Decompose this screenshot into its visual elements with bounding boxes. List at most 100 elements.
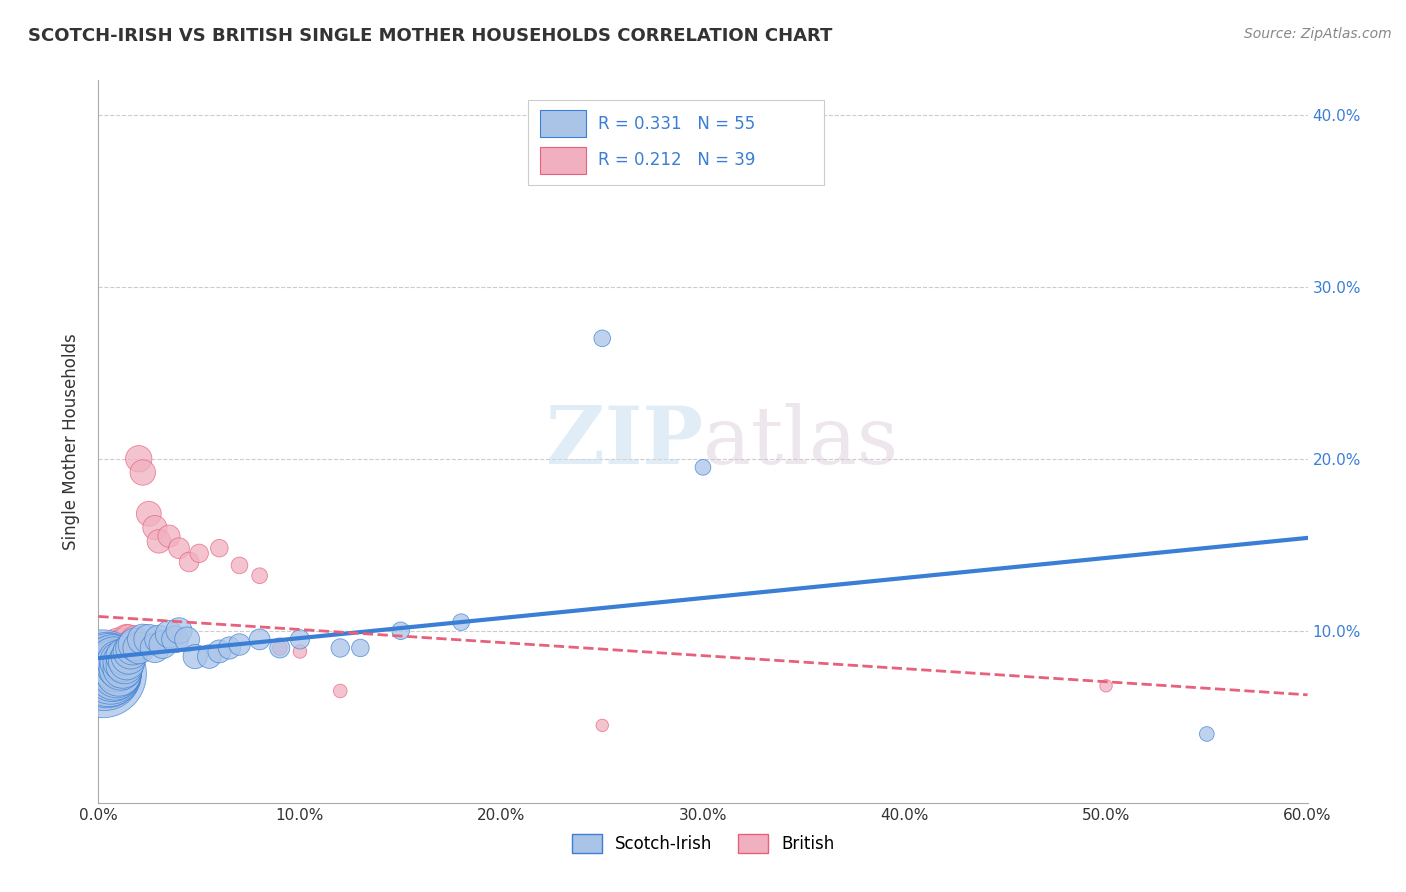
Point xyxy=(107,666,129,681)
Point xyxy=(208,541,231,556)
Point xyxy=(167,541,190,556)
Point xyxy=(152,638,174,652)
Point xyxy=(218,640,240,655)
Text: atlas: atlas xyxy=(703,402,898,481)
Point xyxy=(111,655,134,669)
Point xyxy=(132,632,155,647)
Point xyxy=(124,638,146,652)
Point xyxy=(692,460,714,475)
Point xyxy=(107,655,129,669)
Point xyxy=(269,640,291,655)
Point xyxy=(591,331,613,345)
Point xyxy=(349,640,371,655)
Point xyxy=(450,615,472,630)
Point xyxy=(288,644,311,658)
Point xyxy=(157,529,180,543)
Point xyxy=(249,632,271,647)
Point xyxy=(101,666,124,681)
Point xyxy=(138,507,160,521)
Text: ZIP: ZIP xyxy=(546,402,703,481)
Point xyxy=(100,666,122,681)
Point xyxy=(111,638,134,652)
Point xyxy=(110,662,132,676)
Point xyxy=(103,662,125,676)
Text: R = 0.331   N = 55: R = 0.331 N = 55 xyxy=(598,115,755,133)
Point xyxy=(101,655,124,669)
Point xyxy=(105,658,128,673)
Point xyxy=(96,658,118,673)
Text: SCOTCH-IRISH VS BRITISH SINGLE MOTHER HOUSEHOLDS CORRELATION CHART: SCOTCH-IRISH VS BRITISH SINGLE MOTHER HO… xyxy=(28,27,832,45)
Point xyxy=(228,638,250,652)
Point xyxy=(228,558,250,573)
Point xyxy=(329,684,352,698)
Point xyxy=(107,638,129,652)
Point xyxy=(105,640,128,655)
Point xyxy=(91,666,114,681)
Point xyxy=(96,666,118,681)
Point xyxy=(110,655,132,669)
Point xyxy=(97,666,120,681)
Point xyxy=(115,655,138,669)
Point xyxy=(179,555,201,569)
Point xyxy=(163,632,186,647)
Point xyxy=(124,632,146,647)
Point xyxy=(114,644,136,658)
Point xyxy=(198,649,221,664)
Point xyxy=(288,632,311,647)
Point xyxy=(1095,679,1118,693)
Point xyxy=(157,627,180,641)
Point xyxy=(128,640,150,655)
Bar xyxy=(540,147,586,174)
Bar xyxy=(540,110,586,137)
Point xyxy=(101,658,124,673)
Point xyxy=(148,534,170,549)
Point xyxy=(101,666,124,681)
Point xyxy=(110,644,132,658)
Point xyxy=(120,638,142,652)
Point xyxy=(93,666,115,681)
Legend: Scotch-Irish, British: Scotch-Irish, British xyxy=(565,827,841,860)
Point xyxy=(120,644,142,658)
Point xyxy=(208,644,231,658)
Point xyxy=(118,632,141,647)
Point xyxy=(93,666,115,681)
Point xyxy=(143,520,166,534)
Point xyxy=(121,640,143,655)
Point xyxy=(118,649,141,664)
Point xyxy=(107,658,129,673)
Point xyxy=(249,568,271,582)
Point xyxy=(389,624,412,638)
Point xyxy=(138,632,160,647)
Point xyxy=(1195,727,1218,741)
Point xyxy=(103,644,125,658)
Point xyxy=(115,632,138,647)
Point xyxy=(176,632,198,647)
Point xyxy=(105,662,128,676)
Point xyxy=(107,655,129,669)
Point xyxy=(132,466,155,480)
Point xyxy=(329,640,352,655)
Point xyxy=(167,624,190,638)
Text: Source: ZipAtlas.com: Source: ZipAtlas.com xyxy=(1244,27,1392,41)
Point xyxy=(114,658,136,673)
Point xyxy=(269,640,291,655)
Point xyxy=(101,649,124,664)
Point xyxy=(97,666,120,681)
Point xyxy=(105,666,128,681)
Y-axis label: Single Mother Households: Single Mother Households xyxy=(62,334,80,549)
FancyBboxPatch shape xyxy=(527,100,824,185)
Point xyxy=(100,666,122,681)
Point xyxy=(97,655,120,669)
Point xyxy=(184,649,207,664)
Point xyxy=(100,658,122,673)
Point xyxy=(128,451,150,466)
Point xyxy=(103,658,125,673)
Point xyxy=(97,658,120,673)
Point xyxy=(100,655,122,669)
Point xyxy=(114,649,136,664)
Text: R = 0.212   N = 39: R = 0.212 N = 39 xyxy=(598,152,755,169)
Point xyxy=(103,655,125,669)
Point xyxy=(591,718,613,732)
Point xyxy=(111,662,134,676)
Point xyxy=(143,640,166,655)
